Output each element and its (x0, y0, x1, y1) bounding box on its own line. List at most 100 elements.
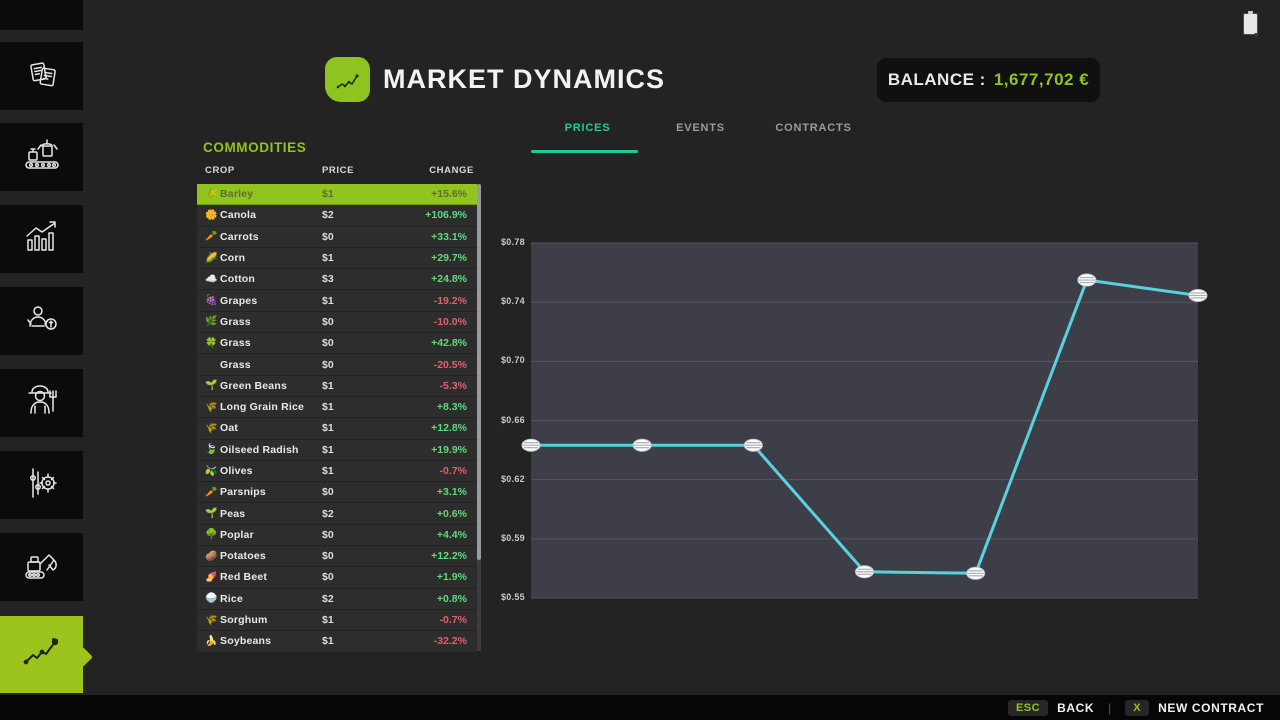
commodity-row-barley[interactable]: 🌾 Barley $1 +15.6% (197, 184, 477, 206)
commodity-row-canola[interactable]: 🌼 Canola $2 +106.9% (197, 205, 477, 227)
column-crop: CROP (205, 165, 235, 176)
crop-price: $0 (322, 230, 334, 243)
commodity-row-potatoes[interactable]: 🥔 Potatoes $0 +12.2% (197, 546, 477, 568)
sidebar-item-statistics[interactable] (0, 205, 83, 273)
crop-price: $0 (322, 528, 334, 541)
sidebar-item-production[interactable] (0, 123, 83, 191)
data-point-marker (743, 438, 763, 452)
crop-change: +0.6% (436, 507, 467, 520)
y-axis-tick: $0.62 (500, 473, 525, 484)
crop-price: $0 (322, 486, 334, 499)
crop-price: $3 (322, 273, 334, 286)
commodity-row-long-grain-rice[interactable]: 🌾 Long Grain Rice $1 +8.3% (197, 396, 477, 419)
sidebar-item-settings[interactable] (0, 451, 83, 519)
commodity-row-parsnips[interactable]: 🥕 Parsnips $0 +3.1% (197, 482, 477, 504)
sidebar-item-documents[interactable] (0, 42, 83, 110)
commodity-row-grass[interactable]: Grass $0 -20.5% (197, 354, 477, 376)
commodities-section-title: COMMODITIES (203, 140, 307, 155)
crop-name: Grass (220, 315, 251, 328)
data-point-marker (632, 438, 652, 452)
commodity-row-rice[interactable]: 🍚 Rice $2 +0.8% (197, 588, 477, 610)
table-scrollbar[interactable] (477, 184, 481, 651)
crop-change: +4.4% (436, 528, 467, 541)
commodity-row-cotton[interactable]: ☁️ Cotton $3 +24.8% (197, 269, 477, 291)
commodity-row-carrots[interactable]: 🥕 Carrots $0 +33.1% (197, 226, 477, 248)
commodity-row-oat[interactable]: 🌾 Oat $1 +12.8% (197, 418, 477, 440)
crop-price: $0 (322, 337, 334, 350)
crop-price: $1 (322, 614, 334, 627)
crop-icon: 🌾 (205, 188, 218, 200)
y-axis-tick: $0.74 (500, 296, 525, 307)
crop-price: $0 (322, 315, 334, 328)
commodity-row-oilseed-radish[interactable]: 🍃 Oilseed Radish $1 +19.9% (197, 439, 477, 461)
column-change: CHANGE (429, 165, 474, 176)
crop-name: Barley (220, 188, 254, 201)
crop-name: Sorghum (220, 614, 268, 627)
crop-change: -5.3% (439, 379, 467, 392)
back-button[interactable]: BACK (1057, 700, 1095, 715)
sidebar-item-sales[interactable] (0, 287, 83, 355)
hint-separator: | (1108, 700, 1112, 715)
commodity-row-red-beet[interactable]: 🍠 Red Beet $0 +1.9% (197, 567, 477, 589)
x-keycap: X (1125, 699, 1150, 716)
crop-change: -10.0% (433, 315, 467, 328)
crop-name: Grapes (220, 294, 258, 307)
crop-icon: ☁️ (205, 273, 218, 285)
crop-price: $0 (322, 358, 334, 371)
crop-change: -0.7% (439, 465, 467, 477)
crop-price: $1 (322, 465, 334, 477)
sidebar-item-market-dynamics[interactable] (0, 616, 93, 693)
tab-events[interactable]: EVENTS (676, 122, 725, 134)
balance-label: BALANCE : (887, 70, 986, 89)
crop-price: $1 (322, 188, 334, 201)
new-contract-button[interactable]: NEW CONTRACT (1158, 700, 1264, 715)
sidebar-item-construction[interactable] (0, 533, 83, 601)
table-header: CROP PRICE CHANGE (197, 165, 477, 176)
commodity-row-peas[interactable]: 🌱 Peas $2 +0.6% (197, 503, 477, 525)
crop-icon: 🌾 (205, 614, 218, 626)
crop-change: +3.1% (436, 486, 467, 499)
crop-name: Soybeans (220, 635, 272, 648)
crop-price: $2 (322, 507, 334, 520)
commodities-table: 🌾 Barley $1 +15.6% 🌼 Canola $2 +106.9% 🥕 Carrots $… (197, 184, 477, 653)
crop-name: Poplar (220, 528, 254, 541)
commodity-row-sorghum[interactable]: 🌾 Sorghum $1 -0.7% (197, 609, 477, 632)
crop-price: $1 (322, 379, 334, 392)
data-point-marker (521, 438, 541, 452)
crop-icon: 🌾 (205, 422, 218, 434)
crop-name: Green Beans (220, 379, 287, 392)
crop-name: Grass (220, 337, 251, 350)
data-point-marker (1188, 288, 1208, 302)
commodity-row-olives[interactable]: 🫒 Olives $1 -0.7% (197, 460, 477, 483)
commodity-row-grass[interactable]: 🌿 Grass $0 -10.0% (197, 311, 477, 334)
commodity-row-green-beans[interactable]: 🌱 Green Beans $1 -5.3% (197, 375, 477, 397)
crop-change: -19.2% (433, 294, 467, 307)
y-axis-tick: $0.55 (500, 592, 525, 602)
commodity-row-grapes[interactable]: 🍇 Grapes $1 -19.2% (197, 290, 477, 312)
farmer-icon (22, 381, 62, 426)
sidebar-item-farmer[interactable] (0, 369, 83, 437)
scrollbar-thumb[interactable] (477, 184, 481, 560)
tab-prices[interactable]: PRICES (564, 122, 611, 134)
crop-name: Oat (220, 422, 239, 435)
crop-name: Peas (220, 507, 246, 520)
crop-name: Carrots (220, 230, 259, 243)
crop-icon: 🌿 (205, 316, 218, 328)
commodity-row-grass[interactable]: 🍀 Grass $0 +42.8% (197, 333, 477, 355)
crop-price: $1 (322, 401, 334, 414)
data-point-marker (1077, 273, 1097, 287)
sidebar-item-animals[interactable] (0, 0, 83, 30)
commodity-row-corn[interactable]: 🌽 Corn $1 +29.7% (197, 247, 477, 270)
column-price: PRICE (322, 165, 355, 176)
crop-price: $1 (322, 252, 334, 265)
crop-name: Parsnips (220, 486, 266, 499)
commodity-row-poplar[interactable]: 🌳 Poplar $0 +4.4% (197, 524, 477, 547)
sales-icon (23, 300, 61, 343)
crop-change: +106.9% (425, 209, 467, 222)
commodity-row-soybeans[interactable]: 🍌 Soybeans $1 -32.2% (197, 631, 477, 653)
tab-contracts[interactable]: CONTRACTS (775, 122, 852, 134)
y-axis-tick: $0.59 (500, 532, 525, 543)
crop-icon: 🍌 (205, 635, 218, 647)
crop-price: $2 (322, 592, 334, 605)
statistics-icon (23, 218, 61, 261)
